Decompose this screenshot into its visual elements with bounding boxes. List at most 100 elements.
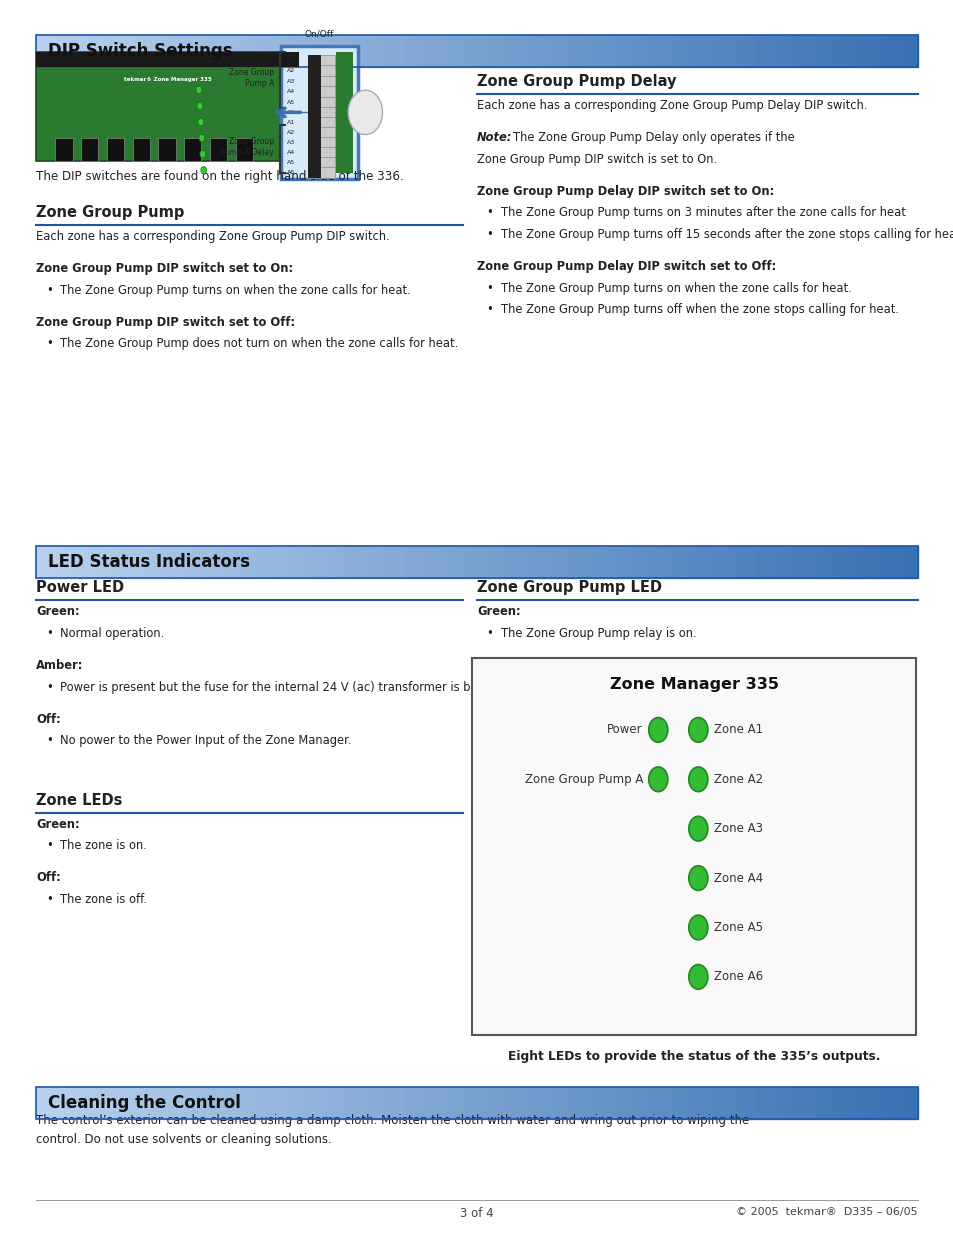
Text: The Zone Group Pump turns on when the zone calls for heat.: The Zone Group Pump turns on when the zo… [500,282,851,295]
Text: Zone Group
Pump A: Zone Group Pump A [229,68,274,88]
Bar [51,35,58,67]
Text: A3: A3 [287,79,295,84]
Bar [455,35,462,67]
Bar [80,1087,88,1119]
Bar [881,546,887,578]
Bar [858,35,865,67]
Text: •: • [46,840,52,852]
Bar [308,54,335,65]
Text: •: • [486,680,493,694]
Bar [242,546,249,578]
Bar [439,1087,447,1119]
Bar [858,1087,865,1119]
Bar [653,1087,659,1119]
Bar [132,138,150,161]
Text: Each zone has a corresponding Zone Group Pump Delay DIP switch.: Each zone has a corresponding Zone Group… [476,99,866,112]
Circle shape [198,135,204,142]
Text: Power: Power [607,724,642,736]
Bar [389,1087,395,1119]
Bar [756,1087,762,1119]
Circle shape [200,151,206,158]
Bar [117,35,124,67]
Bar [498,35,506,67]
Text: Zone Group Pump Delay DIP switch set to Off:: Zone Group Pump Delay DIP switch set to … [476,261,776,273]
Bar [242,35,249,67]
Bar [609,546,616,578]
Bar [587,1087,594,1119]
Bar [601,1087,609,1119]
Bar [36,1087,44,1119]
Bar [587,546,594,578]
Bar [132,1087,139,1119]
Bar [858,546,865,578]
Bar [169,35,175,67]
Text: A1: A1 [287,120,295,125]
Bar [184,138,201,161]
Bar [80,35,88,67]
Bar [110,546,117,578]
Bar [638,546,645,578]
Bar [697,1087,704,1119]
Bar [587,35,594,67]
Bar [300,35,308,67]
Bar [66,1087,72,1119]
Bar [256,546,264,578]
Bar [395,35,403,67]
Bar [887,35,895,67]
Bar [197,35,205,67]
Bar [80,546,88,578]
Bar [902,35,909,67]
Bar [308,65,320,77]
Bar [161,1087,169,1119]
Bar [417,546,425,578]
Text: •: • [46,627,52,640]
Bar [439,546,447,578]
Bar [58,546,66,578]
Bar [476,35,484,67]
Bar [366,1087,374,1119]
Bar [315,35,322,67]
Bar [756,546,762,578]
Bar [36,546,917,578]
Bar [264,1087,271,1119]
Bar [887,1087,895,1119]
Bar [726,546,733,578]
Bar [286,546,293,578]
Text: The Zone Group Pump relay is on.: The Zone Group Pump relay is on. [500,627,696,640]
Bar [572,35,579,67]
Bar [264,546,271,578]
Bar [110,35,117,67]
Bar [330,546,337,578]
Bar [219,546,227,578]
Text: Cleaning the Control: Cleaning the Control [48,1094,240,1112]
Circle shape [201,167,206,174]
Bar [733,35,740,67]
Bar [337,35,344,67]
Bar [271,35,278,67]
Bar [476,546,484,578]
Bar [102,35,110,67]
Bar [197,546,205,578]
Bar [542,35,550,67]
Bar [411,1087,417,1119]
Bar [740,546,748,578]
Bar [572,546,579,578]
Bar [631,1087,638,1119]
Bar [117,546,124,578]
Bar [213,1087,219,1119]
Bar [36,546,44,578]
Bar [147,35,153,67]
Text: A3: A3 [287,140,295,144]
Bar [300,546,308,578]
Bar [675,35,682,67]
Bar [536,1087,542,1119]
Text: Green:: Green: [36,818,80,831]
Bar [308,86,320,98]
Bar [719,1087,726,1119]
Bar [895,546,902,578]
Bar [227,35,234,67]
Bar [55,138,72,161]
Bar [197,1087,205,1119]
Bar [95,546,102,578]
Bar [395,546,403,578]
